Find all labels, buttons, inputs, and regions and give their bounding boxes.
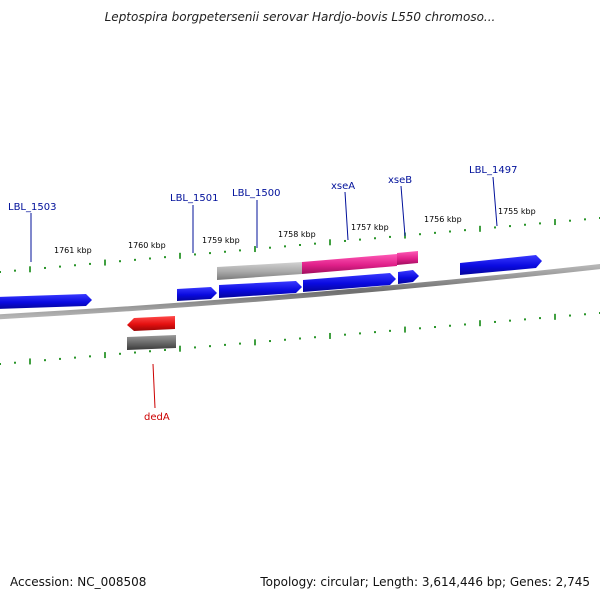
gene-lbl-1503-arrow[interactable] [0,294,92,309]
ruler-label-1755: 1755 kbp [498,207,536,216]
ruler-label-1756: 1756 kbp [424,215,462,224]
ruler-label-1760: 1760 kbp [128,241,166,250]
ruler-labels: 1761 kbp 1760 kbp 1759 kbp 1758 kbp 1757… [54,207,536,255]
gene-lbl-1497-arrow[interactable] [460,255,542,275]
gene-leader-lines [30,176,498,409]
gene-row-middle [0,270,419,309]
accession-footer: Accession: NC_008508 [10,575,146,589]
label-xseb[interactable]: xseB [388,175,412,186]
accession-value: NC_008508 [77,575,147,589]
leader-deda [152,363,156,409]
gene-row-lower [127,316,176,350]
topology-footer: Topology: circular; Length: 3,614,446 bp… [260,575,590,589]
label-lbl-1497[interactable]: LBL_1497 [469,165,517,176]
gene-labels: LBL_1503 LBL_1501 LBL_1500 xseA xseB LBL… [8,165,517,423]
leader-xseb [400,185,406,237]
ruler-label-1759: 1759 kbp [202,236,240,245]
ruler-ticks-lower [0,312,600,365]
label-deda[interactable]: dedA [144,412,170,423]
accession-label: Accession: [10,575,74,589]
genome-backbone [0,264,600,320]
gene-lbl-1500-arrow[interactable] [219,281,302,298]
gene-deda-grey[interactable] [127,335,176,350]
label-lbl-1500[interactable]: LBL_1500 [232,188,280,199]
gene-xsea-arrow[interactable] [303,273,396,292]
leader-lbl-1497 [492,176,498,227]
gene-lbl-1499-grey[interactable] [217,262,302,280]
ruler-label-1757: 1757 kbp [351,223,389,232]
gene-deda-arrow[interactable] [127,316,175,331]
gene-row-upper [217,251,542,280]
ruler-label-1761: 1761 kbp [54,246,92,255]
map-title: Leptospira borgpetersenii serovar Hardjo… [104,10,496,24]
gene-lbl-1501-arrow[interactable] [177,287,217,301]
gene-xsea-pink[interactable] [302,254,397,274]
label-xsea[interactable]: xseA [331,181,355,192]
label-lbl-1503[interactable]: LBL_1503 [8,202,56,213]
gene-xseb-arrow[interactable] [398,270,419,284]
leader-xsea [344,191,349,241]
label-lbl-1501[interactable]: LBL_1501 [170,193,218,204]
ruler-label-1758: 1758 kbp [278,230,316,239]
gene-xseb-pink[interactable] [397,251,418,265]
